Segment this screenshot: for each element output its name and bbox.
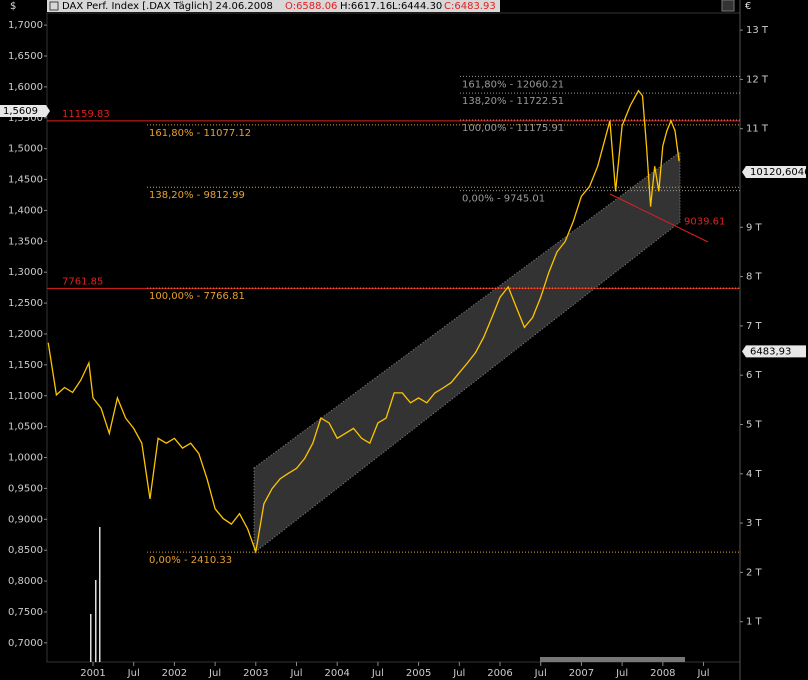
level-label: 7761.85	[62, 276, 103, 287]
x-tick-label: 2002	[162, 668, 187, 679]
y-tick-label: 1,1000	[8, 391, 43, 402]
price-line	[47, 89, 680, 555]
y-tick-label: 1,7000	[8, 20, 43, 31]
volume-bar	[95, 580, 97, 662]
y2-tick-label: 2 T	[746, 567, 763, 578]
y-tick-label: 1,0500	[8, 422, 43, 433]
y2-tick-label: 9 T	[746, 222, 763, 233]
x-tick-label: Jul	[371, 668, 384, 679]
level-label: 11159.83	[62, 109, 110, 120]
volume-bar	[90, 614, 92, 662]
y2-tick-label: 8 T	[746, 272, 763, 283]
y2-unit: €	[745, 1, 751, 12]
y-tick-label: 0,8500	[8, 545, 43, 556]
x-tick-label: 2005	[406, 668, 431, 679]
y2-tick-label: 12 T	[746, 74, 769, 85]
level-label: 161,80% - 11077.12	[149, 128, 251, 139]
y2-tick-label: 7 T	[746, 321, 763, 332]
y2-tick-label: 11 T	[746, 124, 769, 135]
level-label: 0,00% - 2410.33	[149, 555, 232, 566]
y2-tick-label: 3 T	[746, 518, 763, 529]
value-tag	[742, 166, 806, 179]
level-label: 100,00% - 11175.91	[462, 123, 564, 134]
y-tick-label: 1,4000	[8, 205, 43, 216]
volume-bar	[540, 657, 685, 662]
value-tag-label: 10120,6046	[750, 167, 808, 178]
x-tick-label: Jul	[615, 668, 628, 679]
y-tick-label: 0,7000	[8, 638, 43, 649]
level-label: 0,00% - 9745.01	[462, 194, 545, 205]
trend-line	[609, 193, 709, 243]
y-tick-label: 0,7500	[8, 607, 43, 618]
x-tick-label: 2007	[569, 668, 594, 679]
header-high: H:6617.16	[340, 1, 392, 12]
y-tick-label: 1,1500	[8, 360, 43, 371]
y-tick-label: 1,5000	[8, 144, 43, 155]
value-tag-label: 1,5609	[3, 106, 38, 117]
y2-tick-label: 4 T	[746, 469, 763, 480]
x-tick-label: 2001	[80, 668, 105, 679]
y-tick-label: 1,5500	[8, 113, 43, 124]
value-tag-label: 6483,93	[750, 346, 791, 357]
y-tick-label: 1,6000	[8, 82, 43, 93]
x-tick-label: Jul	[208, 668, 221, 679]
header-open: O:6588.06	[285, 1, 337, 12]
y2-tick-label: 6 T	[746, 370, 763, 381]
level-label: 138,20% - 11722.51	[462, 96, 564, 107]
y-tick-label: 1,2000	[8, 329, 43, 340]
y-tick-label: 1,3000	[8, 267, 43, 278]
y-tick-label: 1,4500	[8, 175, 43, 186]
header-icon[interactable]	[49, 1, 59, 11]
y2-tick-label: 13 T	[746, 25, 769, 36]
trend-channel	[253, 151, 681, 555]
y-unit: $	[10, 1, 16, 12]
trend-label: 9039.61	[684, 216, 725, 227]
x-tick-label: 2006	[487, 668, 512, 679]
y2-tick-label: 5 T	[746, 419, 763, 430]
volume-bar	[99, 527, 101, 662]
value-tag	[742, 345, 806, 358]
header-low: L:6444.30	[392, 1, 442, 12]
y-tick-label: 0,9500	[8, 483, 43, 494]
level-label: 161,80% - 12060.21	[462, 79, 564, 90]
y-tick-label: 1,0000	[8, 453, 43, 464]
x-tick-label: Jul	[534, 668, 547, 679]
y-tick-label: 0,8000	[8, 576, 43, 587]
x-tick-label: Jul	[452, 668, 465, 679]
close-button[interactable]	[721, 0, 735, 12]
header-bar	[47, 0, 500, 12]
x-tick-label: 2008	[650, 668, 675, 679]
header-instrument: DAX Perf. Index [.DAX Täglich] 24.06.200…	[62, 1, 273, 12]
x-tick-label: 2003	[243, 668, 268, 679]
y2-tick-label: 1 T	[746, 617, 763, 628]
volume	[90, 527, 685, 662]
x-tick-label: Jul	[696, 668, 709, 679]
y-tick-label: 0,9000	[8, 514, 43, 525]
level-label: 138,20% - 9812.99	[149, 190, 245, 201]
y-tick-label: 1,3500	[8, 236, 43, 247]
level-label: 100,00% - 7766.81	[149, 291, 245, 302]
y-tick-label: 1,6500	[8, 51, 43, 62]
header-close: C:6483.93	[444, 1, 496, 12]
x-tick-label: Jul	[289, 668, 302, 679]
x-tick-label: 2004	[324, 668, 349, 679]
y-tick-label: 1,2500	[8, 298, 43, 309]
x-tick-label: Jul	[127, 668, 140, 679]
value-tag	[0, 105, 50, 118]
